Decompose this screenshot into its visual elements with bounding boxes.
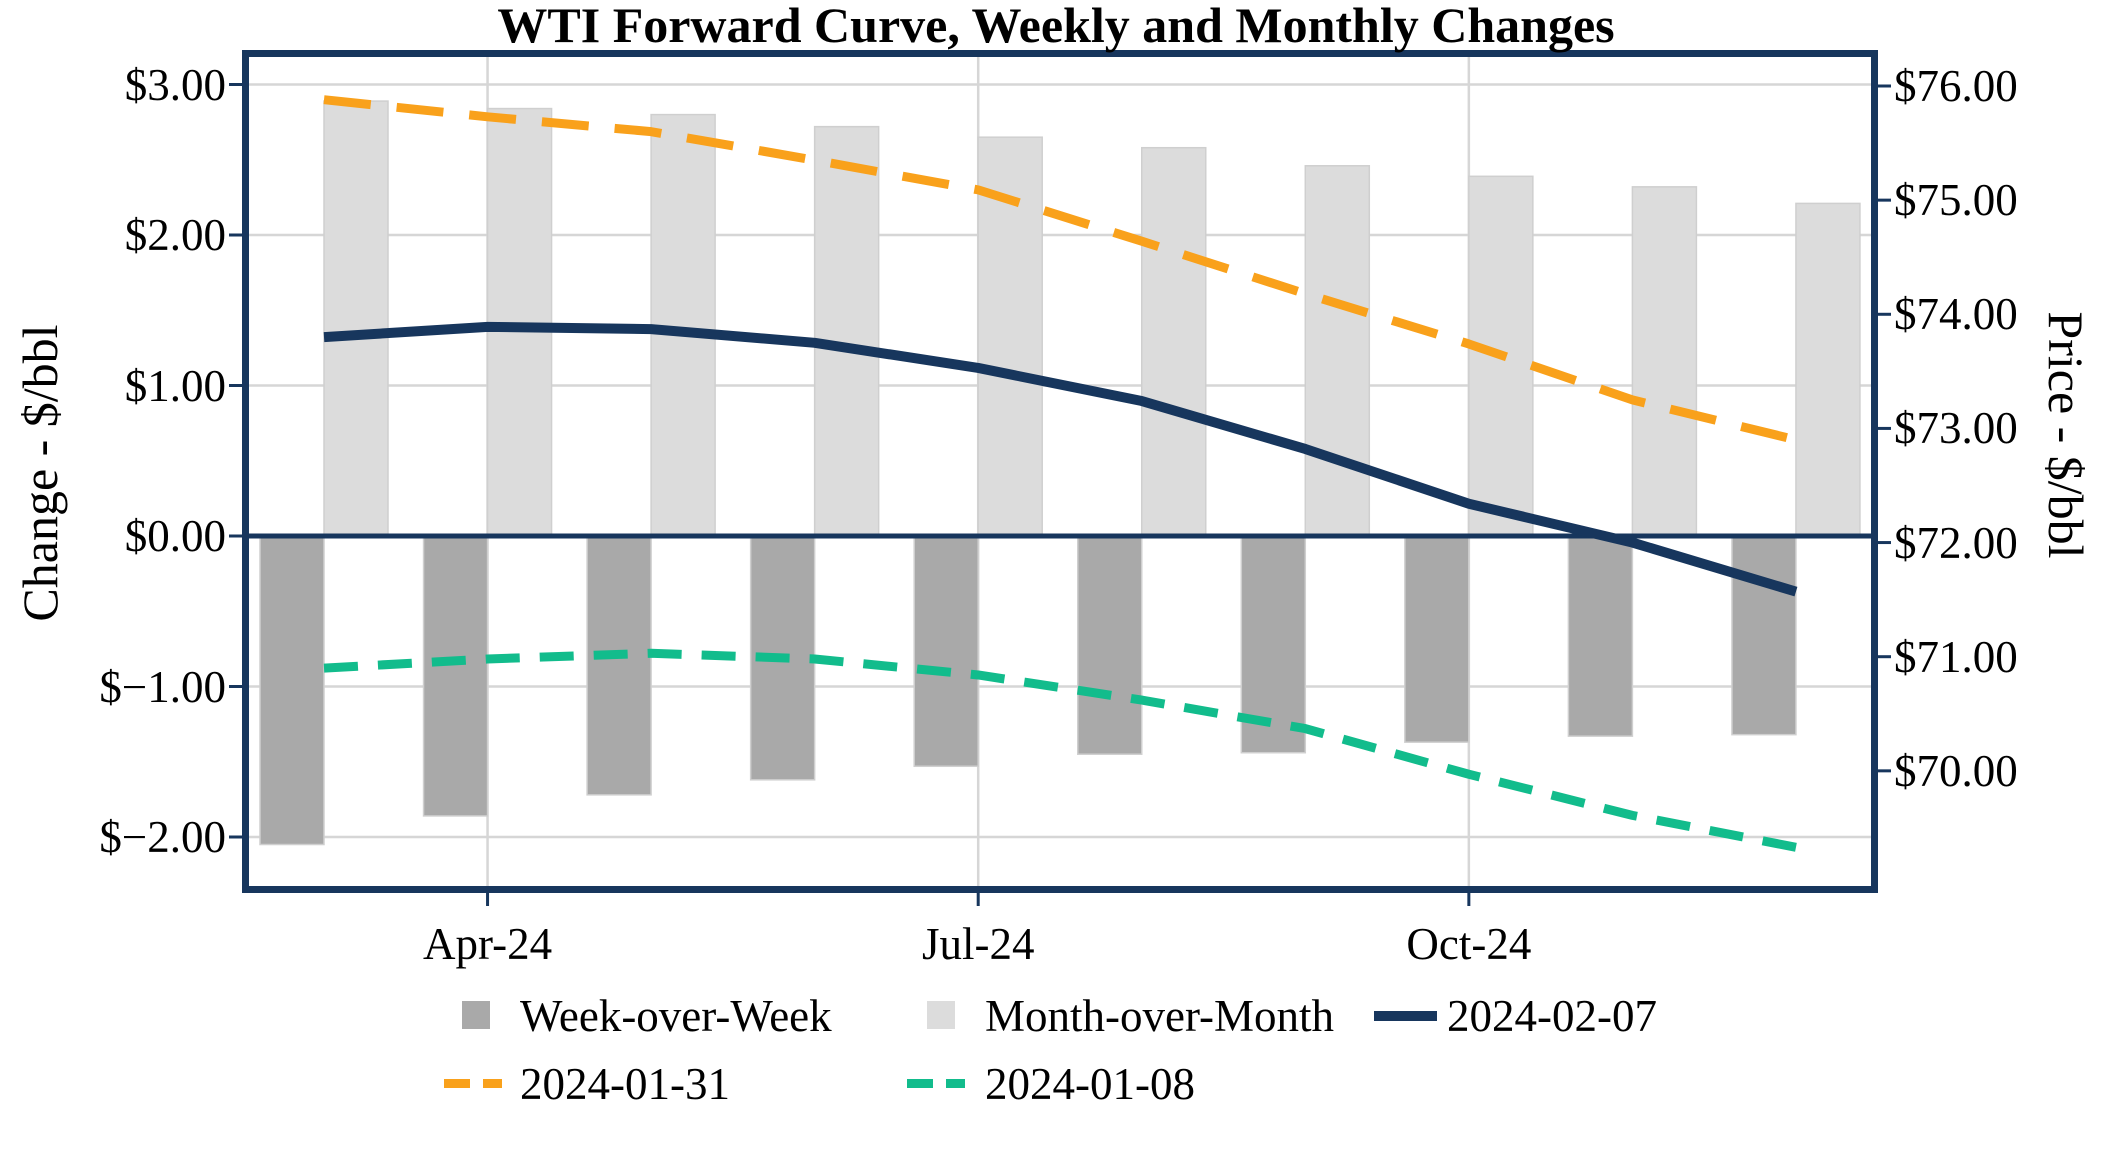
right-axis-title: Price - $/bbl bbox=[2038, 311, 2094, 559]
legend-label-2024-01-31: 2024-01-31 bbox=[520, 1059, 730, 1109]
left-axis-tick-1: $1.00 bbox=[124, 360, 226, 411]
wow-bar-Dec-24 bbox=[1731, 535, 1797, 736]
right-axis-tick-75: $75.00 bbox=[1894, 175, 2018, 226]
line-2024-01-08 bbox=[323, 648, 1797, 852]
plot-border bbox=[242, 50, 1878, 893]
line-2024-01-31 bbox=[323, 95, 1798, 445]
legend-label-week-over-week: Week-over-Week bbox=[520, 991, 832, 1041]
legend-swatch-2024-01-31 bbox=[444, 1079, 502, 1088]
right-axis-tick-76: $76.00 bbox=[1894, 61, 2018, 111]
wow-bar-May-24 bbox=[586, 535, 652, 796]
wow-bar-Apr-24 bbox=[422, 535, 489, 817]
legend-swatch-2024-02-07 bbox=[1374, 1011, 1437, 1021]
x-axis-tick-Jul-24: Jul-24 bbox=[921, 919, 1035, 969]
legend-label-month-over-month: Month-over-Month bbox=[985, 991, 1335, 1041]
left-axis-tick-0: $0.00 bbox=[124, 511, 226, 561]
right-axis-tick-71: $71.00 bbox=[1894, 631, 2018, 682]
legend-label-2024-01-08: 2024-01-08 bbox=[985, 1059, 1195, 1109]
left-axis-title: Change - $/bbl bbox=[12, 324, 68, 622]
left-axis-tick--2: $−2.00 bbox=[99, 812, 226, 862]
mom-bar-Sep-24 bbox=[1304, 165, 1371, 537]
left-axis-tick-3: $3.00 bbox=[124, 59, 226, 110]
price-lines bbox=[323, 95, 1798, 852]
line-2024-02-07 bbox=[323, 321, 1798, 597]
legend-swatch-2024-01-08 bbox=[907, 1079, 965, 1088]
legend-label-2024-02-07: 2024-02-07 bbox=[1447, 991, 1657, 1041]
mom-bar-Mar-24 bbox=[323, 100, 389, 537]
chart-title: WTI Forward Curve, Weekly and Monthly Ch… bbox=[497, 0, 1615, 53]
wow-bar-Nov-24 bbox=[1567, 535, 1634, 737]
wow-bar-Mar-24 bbox=[259, 535, 325, 846]
week-over-week-bars bbox=[259, 535, 1797, 846]
month-over-month-bars bbox=[323, 100, 1861, 537]
wow-bar-Jul-24 bbox=[913, 535, 979, 768]
mom-bar-Aug-24 bbox=[1141, 146, 1207, 537]
right-axis-tick-74: $74.00 bbox=[1894, 289, 2018, 340]
right-axis-tick-70: $70.00 bbox=[1894, 745, 2018, 796]
axis-tick-marks bbox=[229, 83, 1891, 906]
left-axis-tick--1: $−1.00 bbox=[99, 661, 226, 712]
x-axis-tick-Apr-24: Apr-24 bbox=[423, 919, 553, 969]
legend-swatch-month-over-month bbox=[927, 1001, 955, 1029]
right-axis-tick-73: $73.00 bbox=[1894, 403, 2018, 454]
mom-bar-Jun-24 bbox=[813, 125, 880, 537]
x-axis-tick-Oct-24: Oct-24 bbox=[1406, 919, 1532, 969]
wow-bar-Oct-24 bbox=[1404, 535, 1470, 743]
left-axis-tick-2: $2.00 bbox=[124, 210, 226, 260]
mom-bar-Nov-24 bbox=[1631, 186, 1698, 537]
mom-bar-Oct-24 bbox=[1468, 175, 1534, 537]
wow-bar-Aug-24 bbox=[1077, 535, 1143, 755]
right-axis-tick-72: $72.00 bbox=[1894, 517, 2018, 568]
mom-bar-Dec-24 bbox=[1795, 202, 1861, 537]
legend-swatch-week-over-week bbox=[462, 1001, 490, 1029]
